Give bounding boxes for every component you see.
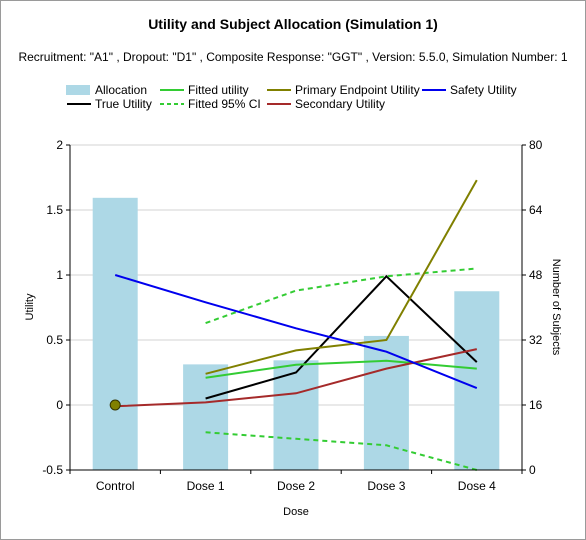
control-marker	[109, 399, 121, 411]
legend-label-primary-endpoint-utility: Primary Endpoint Utility	[295, 83, 420, 97]
allocation-bar	[92, 197, 138, 470]
allocation-bar	[183, 364, 229, 470]
chart-title: Utility and Subject Allocation (Simulati…	[148, 16, 438, 32]
y-tick-label: 0	[56, 398, 63, 412]
legend-label-allocation: Allocation	[95, 83, 148, 97]
y-tick-label: 1.5	[46, 203, 63, 217]
axis-layer: -0.5 0 0.5 1 1.5 2 0 16 32 48 64 80 Control Dose 1 Dos…	[42, 138, 542, 493]
x-tick-label: Dose 1	[187, 479, 225, 493]
y2-tick-label: 80	[529, 138, 543, 152]
legend-symbol	[160, 103, 184, 105]
y2-tick-label: 32	[529, 333, 543, 347]
legend-swatch-fitted-utility	[159, 83, 185, 97]
legend-symbol	[66, 85, 90, 95]
legend-swatch-safety-utility	[421, 83, 447, 97]
series-line-fitted-95-ci	[205, 267, 477, 325]
chart-legend: Allocation True Utility Fitted utility F…	[0, 80, 586, 112]
y2-tick-label: 0	[529, 463, 536, 477]
legend-label-true-utility: True Utility	[95, 97, 152, 111]
y2-tick-label: 16	[529, 398, 543, 412]
y-tick-label: -0.5	[42, 463, 63, 477]
legend-symbol	[160, 89, 184, 91]
legend-swatch-allocation	[66, 83, 92, 97]
x-axis-title: Dose	[283, 506, 309, 518]
legend-label-fitted-ci: Fitted 95% CI	[188, 97, 261, 111]
series-line-fitted-95-ci-lower	[205, 431, 478, 471]
legend-swatch-true-utility	[66, 97, 92, 111]
line-layer	[109, 179, 478, 471]
series-line-primary-endpoint-utility	[205, 179, 478, 375]
legend-swatch-fitted-ci	[159, 97, 185, 111]
x-tick-label: Dose 2	[277, 479, 315, 493]
y2-axis-title: Number of Subjects	[550, 259, 562, 356]
legend-swatch-secondary-utility	[266, 97, 292, 111]
y-axis-title: Utility	[24, 293, 36, 320]
legend-box	[66, 85, 90, 95]
series-line-safety-utility	[114, 274, 478, 390]
legend-label-safety-utility: Safety Utility	[450, 83, 517, 97]
legend-swatch-primary-endpoint-utility	[266, 83, 292, 97]
legend-symbol	[267, 103, 291, 105]
legend-symbol	[422, 89, 446, 91]
legend-label-secondary-utility: Secondary Utility	[295, 97, 386, 111]
legend-symbol	[67, 103, 91, 105]
allocation-bar	[454, 291, 500, 470]
series-line-true-utility	[205, 274, 478, 400]
y-tick-label: 1	[56, 268, 63, 282]
x-tick-label: Dose 4	[458, 479, 496, 493]
allocation-bar	[363, 335, 409, 470]
allocation-bar	[273, 360, 319, 470]
y-tick-label: 0.5	[46, 333, 63, 347]
bar-layer	[92, 197, 500, 470]
y2-tick-label: 48	[529, 268, 543, 282]
chart-subtitle: Recruitment: "A1" , Dropout: "D1" , Comp…	[18, 50, 568, 64]
series-line-secondary-utility	[115, 348, 478, 408]
y-tick-label: 2	[56, 138, 63, 152]
legend-label-fitted-utility: Fitted utility	[188, 83, 249, 97]
y2-tick-label: 64	[529, 203, 543, 217]
legend-symbol	[267, 89, 291, 91]
x-tick-label: Control	[96, 479, 135, 493]
x-tick-label: Dose 3	[367, 479, 405, 493]
series-line-fitted-utility	[205, 359, 477, 379]
